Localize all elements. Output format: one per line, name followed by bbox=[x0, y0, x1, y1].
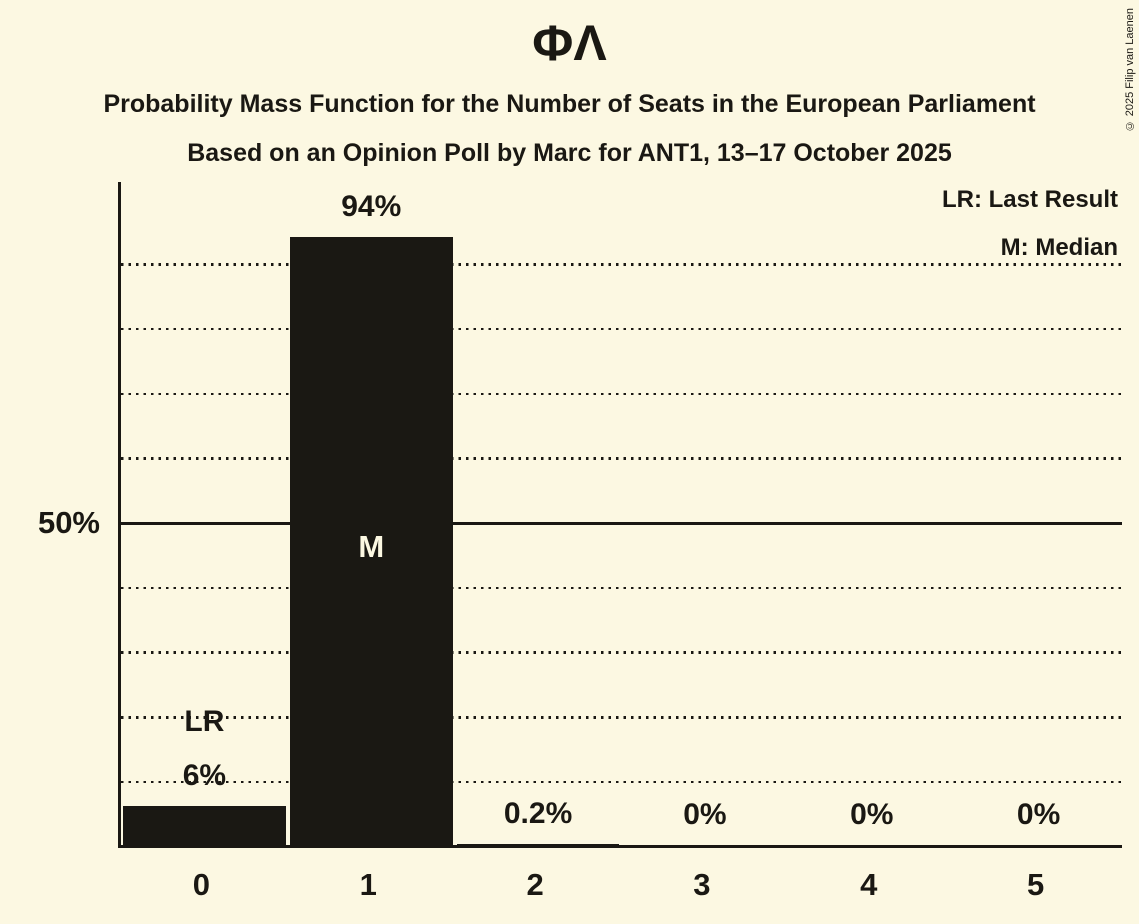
legend-last-result: LR: Last Result bbox=[941, 186, 1118, 213]
value-label-seats-0: 6% bbox=[182, 759, 227, 792]
bar-seats-0 bbox=[123, 806, 286, 845]
x-tick-5: 5 bbox=[1026, 867, 1045, 902]
bar-seats-1 bbox=[289, 237, 453, 845]
gridline-20pct bbox=[121, 716, 1122, 719]
bar-seats-2 bbox=[456, 844, 620, 845]
gridline-50pct bbox=[121, 521, 1122, 525]
x-tick-1: 1 bbox=[359, 867, 377, 902]
annotation-lr: LR bbox=[184, 705, 225, 738]
legend: LR: Last Result M: Median bbox=[718, 185, 1118, 262]
gridline-90pct bbox=[121, 263, 1122, 266]
value-label-seats-1: 94% bbox=[341, 190, 402, 223]
x-tick-4: 4 bbox=[860, 867, 878, 902]
chart-title: ΦΛ bbox=[532, 15, 607, 71]
gridline-40pct bbox=[121, 586, 1122, 590]
plot-area: 6% 94% 0.2% 0% 0% 0% LR M bbox=[118, 182, 1122, 848]
copyright-notice: © 2025 Filip van Laenen bbox=[1124, 8, 1136, 132]
x-axis-tick-labels: 0 1 2 3 4 5 bbox=[118, 866, 1119, 906]
x-tick-3: 3 bbox=[693, 867, 711, 902]
x-tick-2: 2 bbox=[526, 867, 544, 902]
chart-subtitle: Probability Mass Function for the Number… bbox=[103, 90, 1036, 118]
chart-subtitle-source: Based on an Opinion Poll by Marc for ANT… bbox=[187, 139, 952, 167]
gridline-10pct bbox=[121, 780, 1122, 784]
value-label-seats-3: 0% bbox=[683, 798, 727, 831]
legend-median: M: Median bbox=[1000, 234, 1118, 261]
value-label-seats-2: 0.2% bbox=[503, 797, 573, 830]
x-tick-0: 0 bbox=[192, 867, 211, 902]
gridline-30pct bbox=[121, 651, 1122, 654]
gridline-80pct bbox=[121, 327, 1122, 331]
value-label-seats-4: 0% bbox=[850, 798, 894, 831]
value-label-seats-5: 0% bbox=[1016, 798, 1061, 831]
gridline-70pct bbox=[121, 392, 1122, 396]
annotation-m: M bbox=[358, 529, 385, 564]
y-axis-50pct-label: 50% bbox=[37, 505, 100, 540]
gridline-60pct bbox=[121, 457, 1122, 460]
